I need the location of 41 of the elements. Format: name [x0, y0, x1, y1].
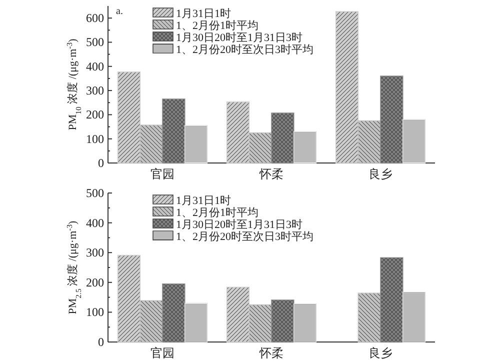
y-tick-label: 200 — [86, 275, 104, 290]
x-tick-label: 官园 — [150, 167, 174, 181]
legend-label: 1月31日1时 — [176, 7, 231, 20]
y-tick-label: 300 — [86, 246, 104, 260]
legend-label: 1月30日20时至1月31日3时 — [176, 31, 302, 44]
bar — [184, 302, 208, 342]
legend-label: 1、2月份1时平均 — [176, 19, 258, 32]
y-tick-label: 300 — [86, 84, 104, 98]
bar — [358, 292, 381, 342]
y-tick-label: 0 — [98, 335, 104, 349]
y-tick-label: 100 — [86, 305, 104, 320]
y-tick-label: 100 — [86, 132, 104, 146]
x-tick-label: 良乡 — [368, 167, 392, 181]
bar — [402, 119, 426, 164]
bar — [402, 292, 426, 342]
bar — [162, 98, 186, 164]
y-tick-label: 500 — [86, 186, 104, 200]
legend-label: 1月30日20时至1月31日3时 — [176, 218, 302, 231]
bar — [293, 303, 317, 342]
legend-label: 1、2月份1时平均 — [176, 206, 258, 219]
y-tick-label: 400 — [86, 59, 104, 74]
y-tick-label: 600 — [86, 11, 104, 26]
y-tick-label: 200 — [86, 108, 104, 122]
bar — [380, 76, 404, 164]
bar — [380, 257, 404, 342]
bar — [271, 112, 294, 164]
legend-label: 1、2月份20时至次日3时平均 — [176, 230, 314, 243]
annotation: a. — [116, 6, 123, 17]
y-tick-label: 0 — [98, 156, 104, 170]
bar — [271, 300, 294, 342]
legend-label: 1月31日1时 — [176, 194, 231, 207]
y-tick-label: 500 — [86, 35, 104, 50]
x-tick-label: 怀柔 — [258, 346, 284, 360]
x-tick-label: 怀柔 — [258, 167, 284, 181]
x-tick-label: 良乡 — [368, 346, 392, 360]
bar — [293, 131, 317, 164]
bar — [162, 283, 186, 342]
bar — [184, 125, 208, 164]
legend-label: 1、2月份20时至次日3时平均 — [176, 43, 314, 56]
x-tick-label: 官园 — [150, 346, 174, 360]
y-tick-label: 400 — [86, 216, 104, 230]
